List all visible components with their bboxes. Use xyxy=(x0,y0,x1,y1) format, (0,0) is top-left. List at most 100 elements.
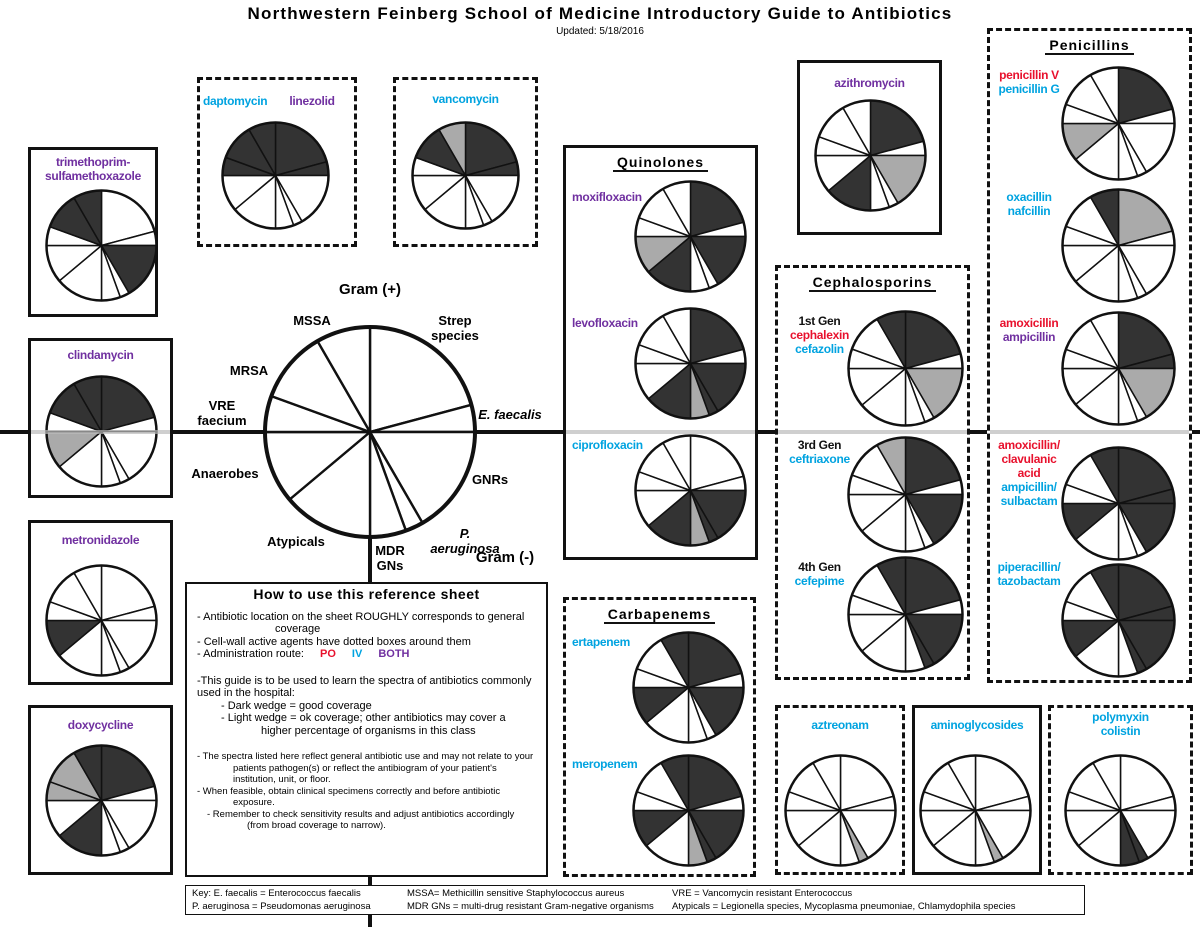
drug-name: meropenem xyxy=(572,757,638,771)
pie xyxy=(846,435,964,553)
key-entry: VRE = Vancomycin resistant Enterococcus xyxy=(672,888,853,899)
key-entry: MSSA= Methicillin sensitive Staphylococc… xyxy=(407,888,625,899)
drug-label: vancomycin xyxy=(400,92,531,106)
drug-name: ampicillin xyxy=(1002,330,1056,344)
drug-label: amoxicillin/ clavulanic acid ampicillin/ … xyxy=(990,438,1068,508)
howto-box: How to use this reference sheet - Antibio… xyxy=(185,582,548,877)
segment-label: E. faecalis xyxy=(478,407,542,422)
pie xyxy=(633,433,747,547)
gram-negative: Gram (-) xyxy=(475,549,535,566)
drug-name: ceftriaxone xyxy=(789,452,850,466)
pie xyxy=(631,753,745,867)
pie xyxy=(633,179,747,293)
pie-outline xyxy=(1060,65,1176,181)
drug-name: ciprofloxacin xyxy=(572,438,643,452)
group-title-text: Carbapenems xyxy=(603,606,716,624)
pie xyxy=(1060,445,1176,561)
gram-positive: Gram (+) xyxy=(338,281,402,298)
segment-label: Strep species xyxy=(431,313,479,343)
pie-outline xyxy=(846,309,964,427)
drug-name: moxifloxacin xyxy=(572,190,642,204)
howto-line: - When feasible, obtain clinical specime… xyxy=(197,785,501,809)
route-legend: BOTH xyxy=(378,648,410,660)
drug-label: oxacillin nafcillin xyxy=(990,190,1068,218)
drug-name: levofloxacin xyxy=(572,316,638,330)
pie-outline xyxy=(44,563,158,677)
pie-outline xyxy=(44,188,158,302)
title: Northwestern Feinberg School of Medicine… xyxy=(247,4,953,23)
pie-outline xyxy=(918,753,1032,867)
route-legend: IV xyxy=(351,648,363,660)
pie-outline xyxy=(846,435,964,553)
drug-name: aztreonam xyxy=(811,718,869,732)
pie xyxy=(1060,187,1176,303)
pie xyxy=(846,309,964,427)
group-title: Cephalosporins xyxy=(778,274,967,292)
howto-line: - Antibiotic location on the sheet ROUGH… xyxy=(197,610,525,636)
pie xyxy=(1060,65,1176,181)
drug-name: penicillin V xyxy=(999,68,1059,82)
segment-label: MDR GNs xyxy=(375,543,405,573)
drug-label: aminoglycosides xyxy=(919,718,1035,732)
pie xyxy=(263,325,477,539)
drug-label: metronidazole xyxy=(35,533,166,547)
pie xyxy=(44,563,158,677)
key-entry: MDR GNs = multi-drug resistant Gram-nega… xyxy=(407,901,654,912)
pie xyxy=(633,306,747,420)
drug-name: piperacillin/ tazobactam xyxy=(997,560,1061,588)
pie xyxy=(44,188,158,302)
group-title-text: Quinolones xyxy=(613,154,708,172)
pie-outline xyxy=(631,630,745,744)
drug-name: colistin xyxy=(1100,724,1141,738)
drug-name: linezolid xyxy=(289,94,335,108)
pie-outline xyxy=(1063,753,1177,867)
drug-name: azithromycin xyxy=(834,76,905,90)
generation: 4th Gen xyxy=(798,560,841,574)
drug-label: meropenem xyxy=(572,757,692,771)
drug-name: nafcillin xyxy=(1007,204,1051,218)
group-title: Penicillins xyxy=(990,37,1189,55)
pie-outline xyxy=(631,753,745,867)
gram-band xyxy=(566,430,755,434)
pie-outline xyxy=(1060,445,1176,561)
pie-outline xyxy=(1060,310,1176,426)
pie xyxy=(1060,562,1176,678)
updated: Updated: 5/18/2016 xyxy=(556,26,644,37)
drug-label: daptomycin linezolid xyxy=(203,92,353,110)
segment-label: P. aeruginosa xyxy=(430,526,500,556)
drug-name: amoxicillin/ clavulanic acid xyxy=(998,438,1060,480)
drug-label: polymyxin colistin xyxy=(1055,710,1186,738)
pie xyxy=(220,120,330,230)
drug-name: penicillin G xyxy=(998,82,1060,96)
gram-band xyxy=(990,430,1189,434)
drug-name: cefazolin xyxy=(795,342,844,356)
route-legend: PO xyxy=(320,648,336,660)
drug-name: ertapenem xyxy=(572,635,630,649)
pie-outline xyxy=(1060,562,1176,678)
drug-name: daptomycin xyxy=(203,94,268,108)
drug-name: clindamycin xyxy=(67,348,134,362)
group-title-text: Cephalosporins xyxy=(808,274,937,292)
pie-outline xyxy=(783,753,897,867)
drug-label: 3rd Gen ceftriaxone xyxy=(782,438,857,466)
drug-name: aminoglycosides xyxy=(930,718,1024,732)
generation: 1st Gen xyxy=(798,314,841,328)
pie-outline xyxy=(220,120,330,230)
drug-name: cefepime xyxy=(794,574,845,588)
segment-label: VRE faecium xyxy=(197,398,247,428)
pie-outline xyxy=(633,179,747,293)
pie-outline xyxy=(410,120,520,230)
drug-label: aztreonam xyxy=(782,718,898,732)
pie xyxy=(846,555,964,673)
segment-label: MRSA xyxy=(229,363,269,378)
key-box: Key: E. faecalis = Enterococcus faecalis… xyxy=(185,885,1085,915)
drug-label: doxycycline xyxy=(35,718,166,732)
pie-outline xyxy=(44,743,158,857)
pie xyxy=(783,753,897,867)
drug-name: trimethoprim-sulfamethoxazole xyxy=(45,155,141,183)
drug-label: 4th Gen cefepime xyxy=(782,560,857,588)
drug-name: polymyxin xyxy=(1092,710,1149,724)
drug-label: ertapenem xyxy=(572,635,692,649)
